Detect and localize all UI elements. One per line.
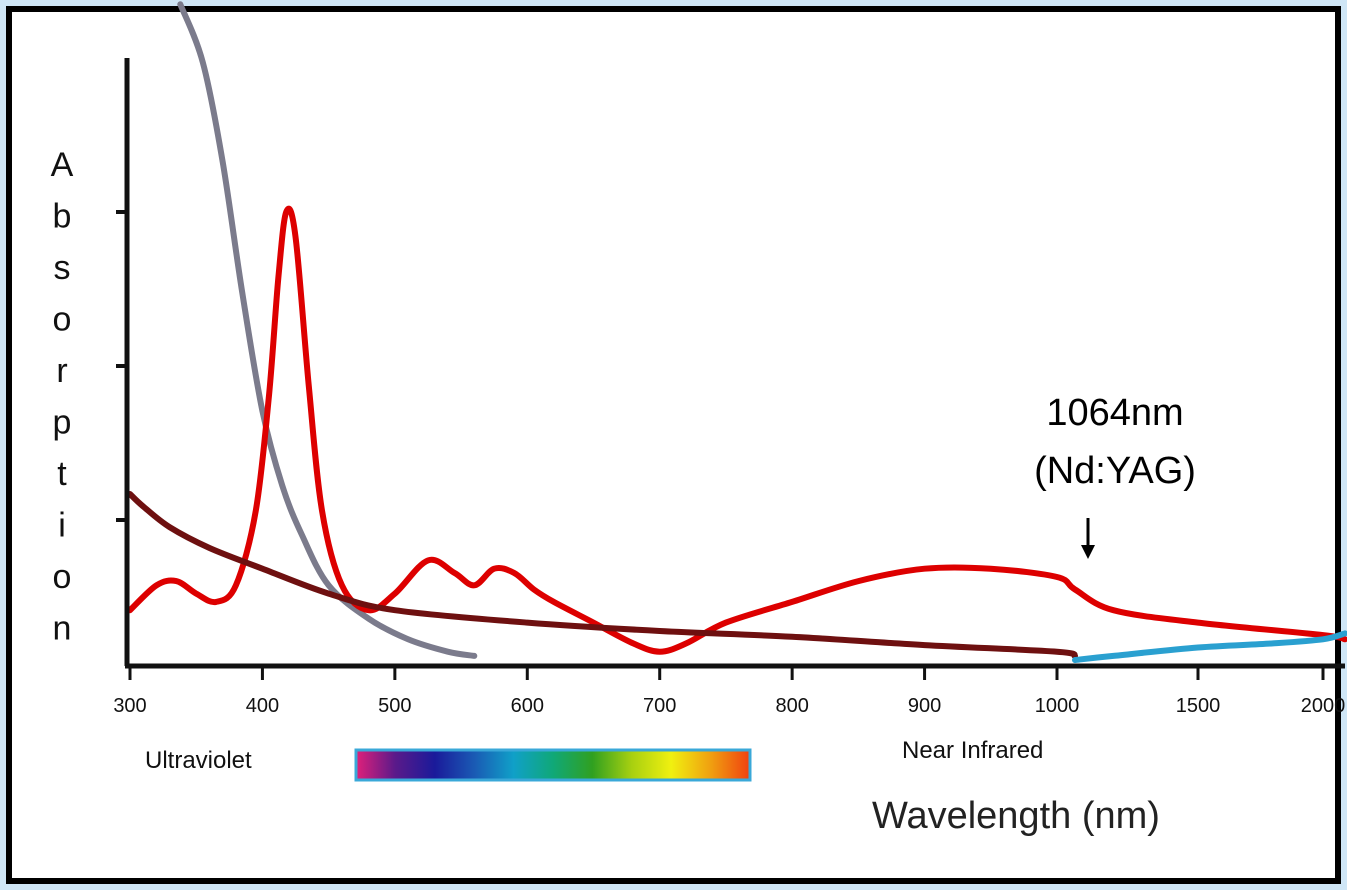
x-tick-label: 500 [378, 695, 411, 717]
y-ticks [116, 210, 127, 522]
annotation-wavelength: 1064nm [1046, 392, 1183, 434]
y-label-letter: o [53, 558, 72, 596]
near-infrared-label: Near Infrared [902, 737, 1043, 764]
series-line-1 [177, 1, 478, 659]
y-label-letter: b [53, 198, 72, 236]
curves-layer [127, 1, 1347, 663]
y-label-letter: A [51, 146, 74, 184]
y-label-letter: r [56, 352, 67, 390]
x-tick-label: 900 [908, 695, 941, 717]
y-label-letter: p [53, 404, 72, 442]
series-line-4 [1072, 630, 1347, 663]
x-ticks: 300 400 500 600 700 800 900 1000 1500 2000 [113, 666, 1345, 717]
y-label-letter: o [53, 301, 72, 339]
y-label-letter: s [54, 249, 71, 287]
x-tick-label: 2000 [1301, 695, 1346, 717]
x-tick-label: 600 [511, 695, 544, 717]
visible-spectrum-bar [354, 748, 752, 782]
y-label-letter: t [57, 455, 67, 493]
x-tick-label: 1500 [1176, 695, 1221, 717]
axes-layer [124, 58, 1345, 669]
annotation-laser: (Nd:YAG) [1034, 450, 1196, 492]
annotation-arrow [1081, 518, 1095, 559]
x-tick-label: 700 [643, 695, 676, 717]
ultraviolet-label: Ultraviolet [145, 747, 252, 774]
series-line-3 [127, 491, 1078, 659]
x-axis-label: Wavelength (nm) [872, 795, 1160, 837]
chart-frame [6, 6, 1341, 884]
series-line-2 [127, 205, 1347, 655]
y-label-letter: i [58, 507, 66, 545]
x-tick-label: 300 [113, 695, 146, 717]
x-tick-label: 1000 [1035, 695, 1080, 717]
x-tick-label: 800 [775, 695, 808, 717]
y-label-letter: n [53, 610, 72, 648]
x-tick-label: 400 [246, 695, 279, 717]
